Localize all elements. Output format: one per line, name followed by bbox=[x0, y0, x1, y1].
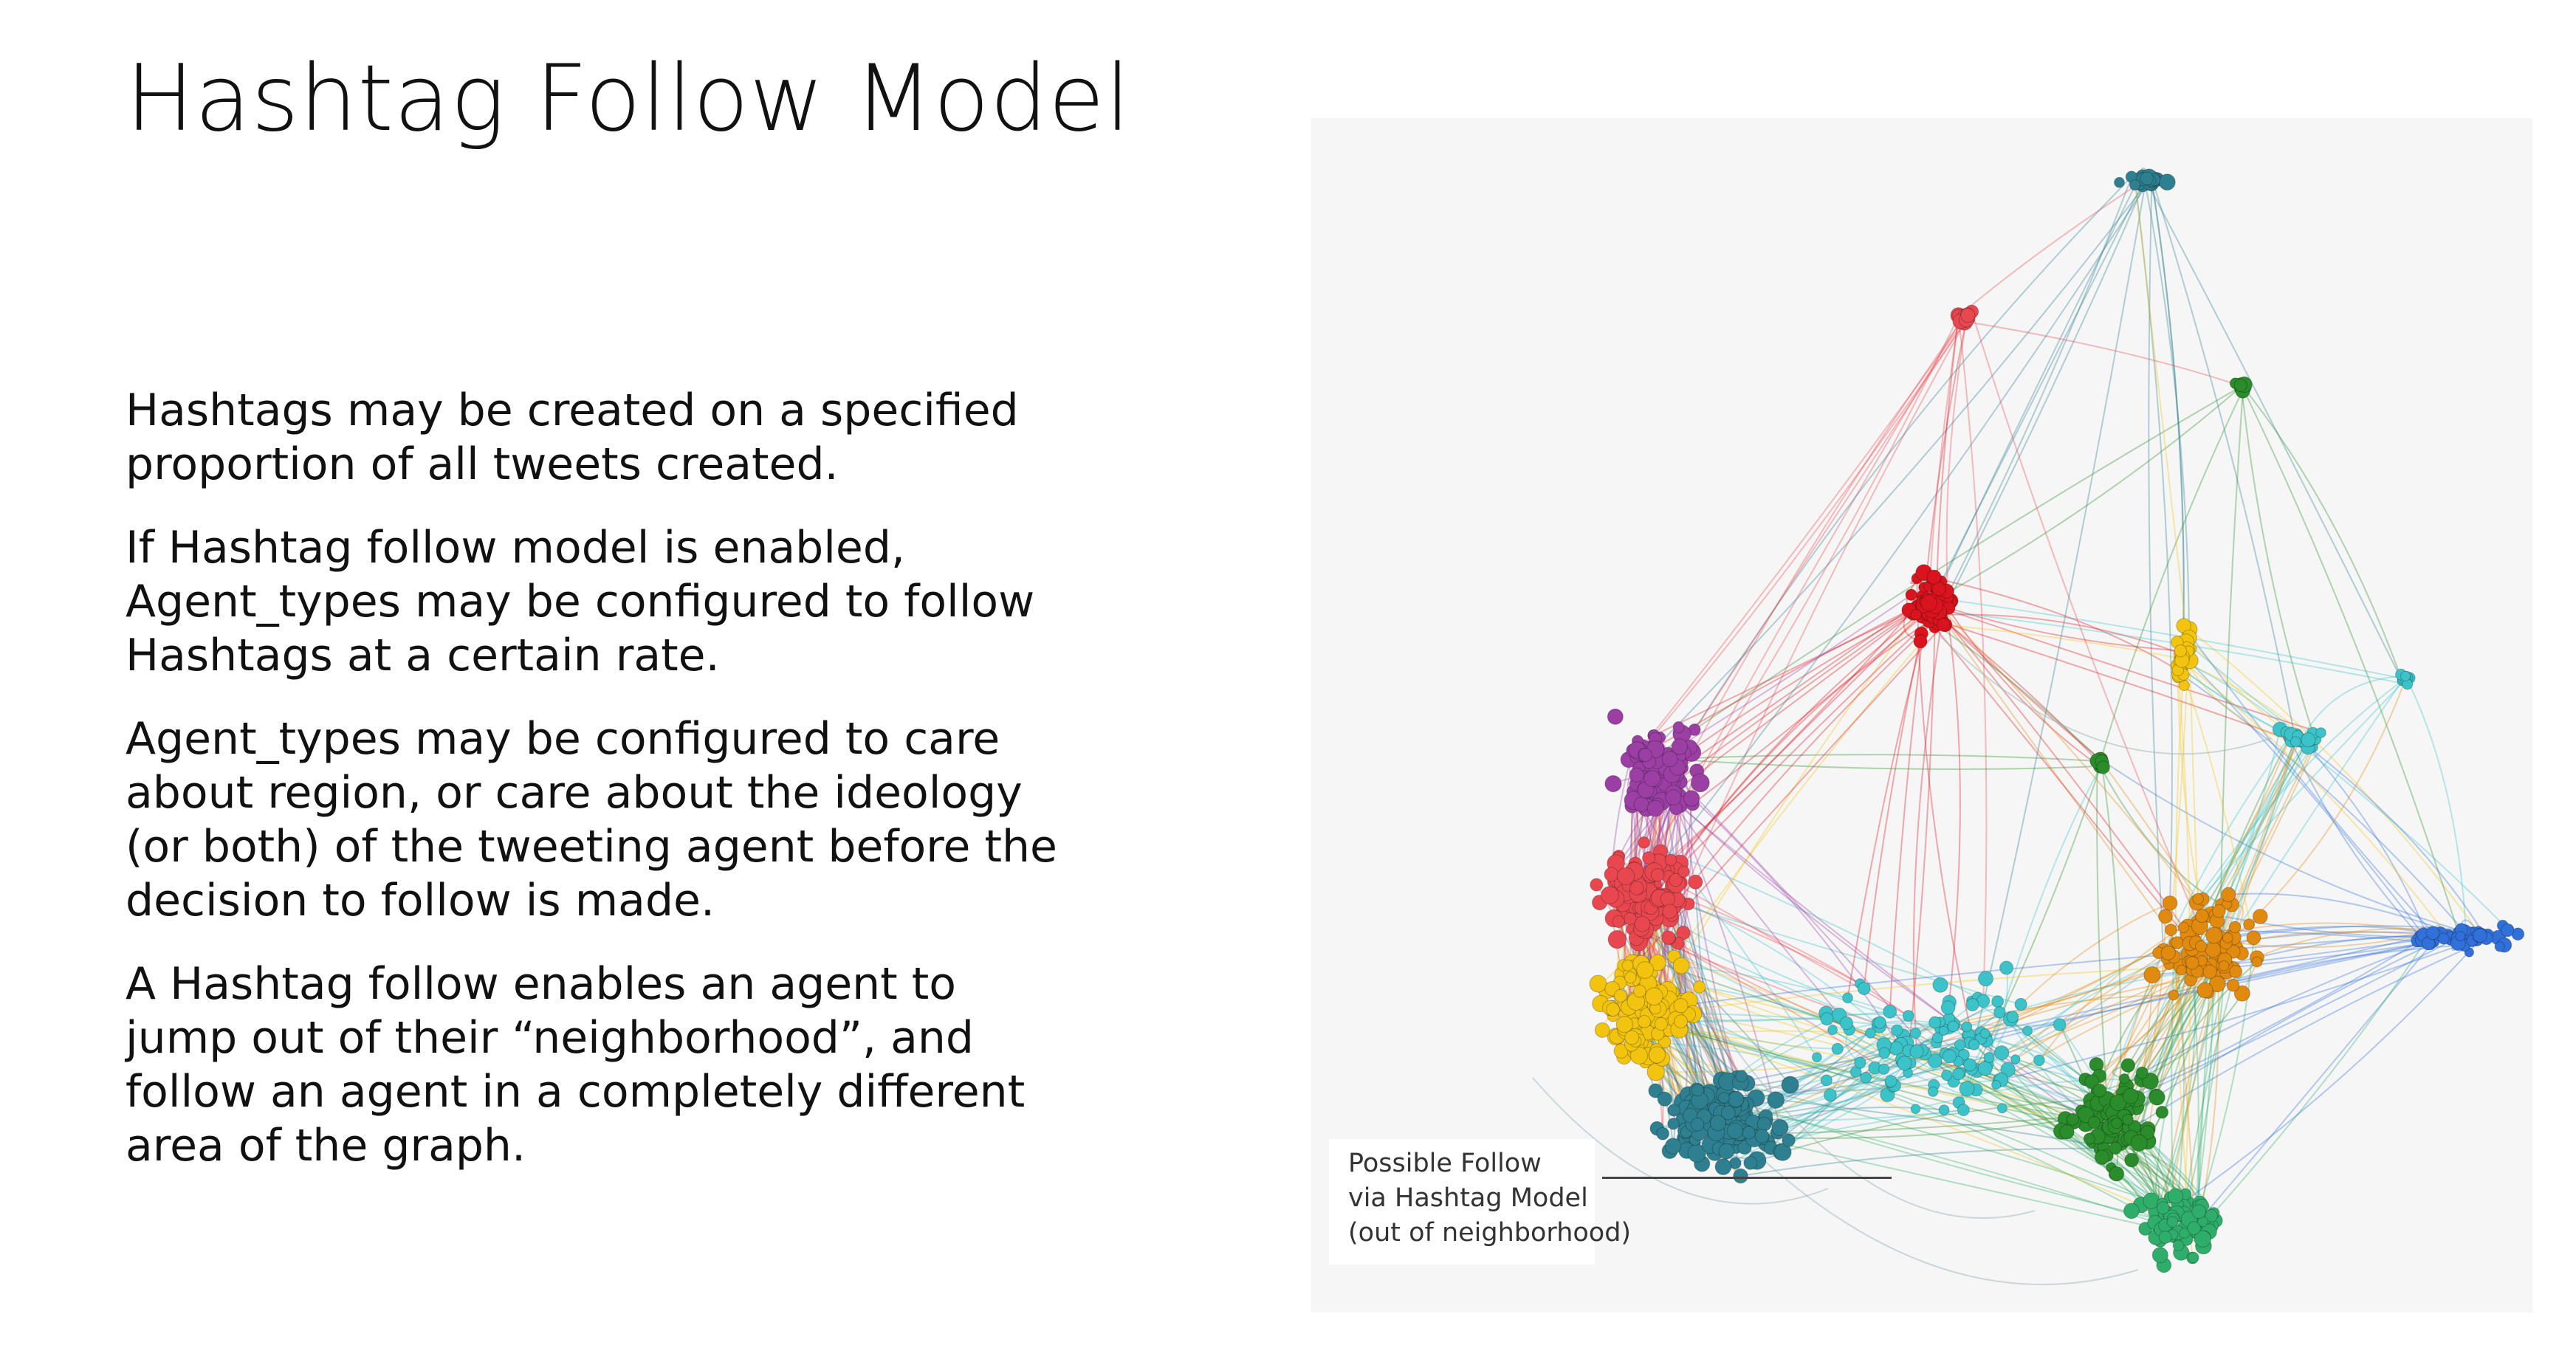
caption-line-2: via Hashtag Model bbox=[1348, 1183, 1588, 1213]
caption-pointer-line bbox=[1602, 1177, 1892, 1179]
paragraph-3: Agent_types may be configured to care ab… bbox=[126, 713, 1057, 926]
caption-line-3: (out of neighborhood) bbox=[1348, 1218, 1632, 1248]
caption-line-1: Possible Follow bbox=[1348, 1149, 1542, 1178]
network-graph-figure bbox=[1311, 118, 2532, 1313]
paragraph-1: Hashtags may be created on a specified p… bbox=[126, 385, 1019, 490]
slide-title: Hashtag Follow Model bbox=[126, 46, 1131, 152]
caption-background bbox=[1329, 1139, 1595, 1265]
figure-caption: Possible Follow via Hashtag Model (out o… bbox=[1348, 1146, 1631, 1251]
network-graph-icon bbox=[1532, 168, 2525, 1285]
slide-body: Hashtags may be created on a specified p… bbox=[126, 384, 1071, 1203]
paragraph-4: A Hashtag follow enables an agent to jum… bbox=[126, 958, 1026, 1172]
paragraph-2: If Hashtag follow model is enabled, Agen… bbox=[126, 522, 1035, 681]
